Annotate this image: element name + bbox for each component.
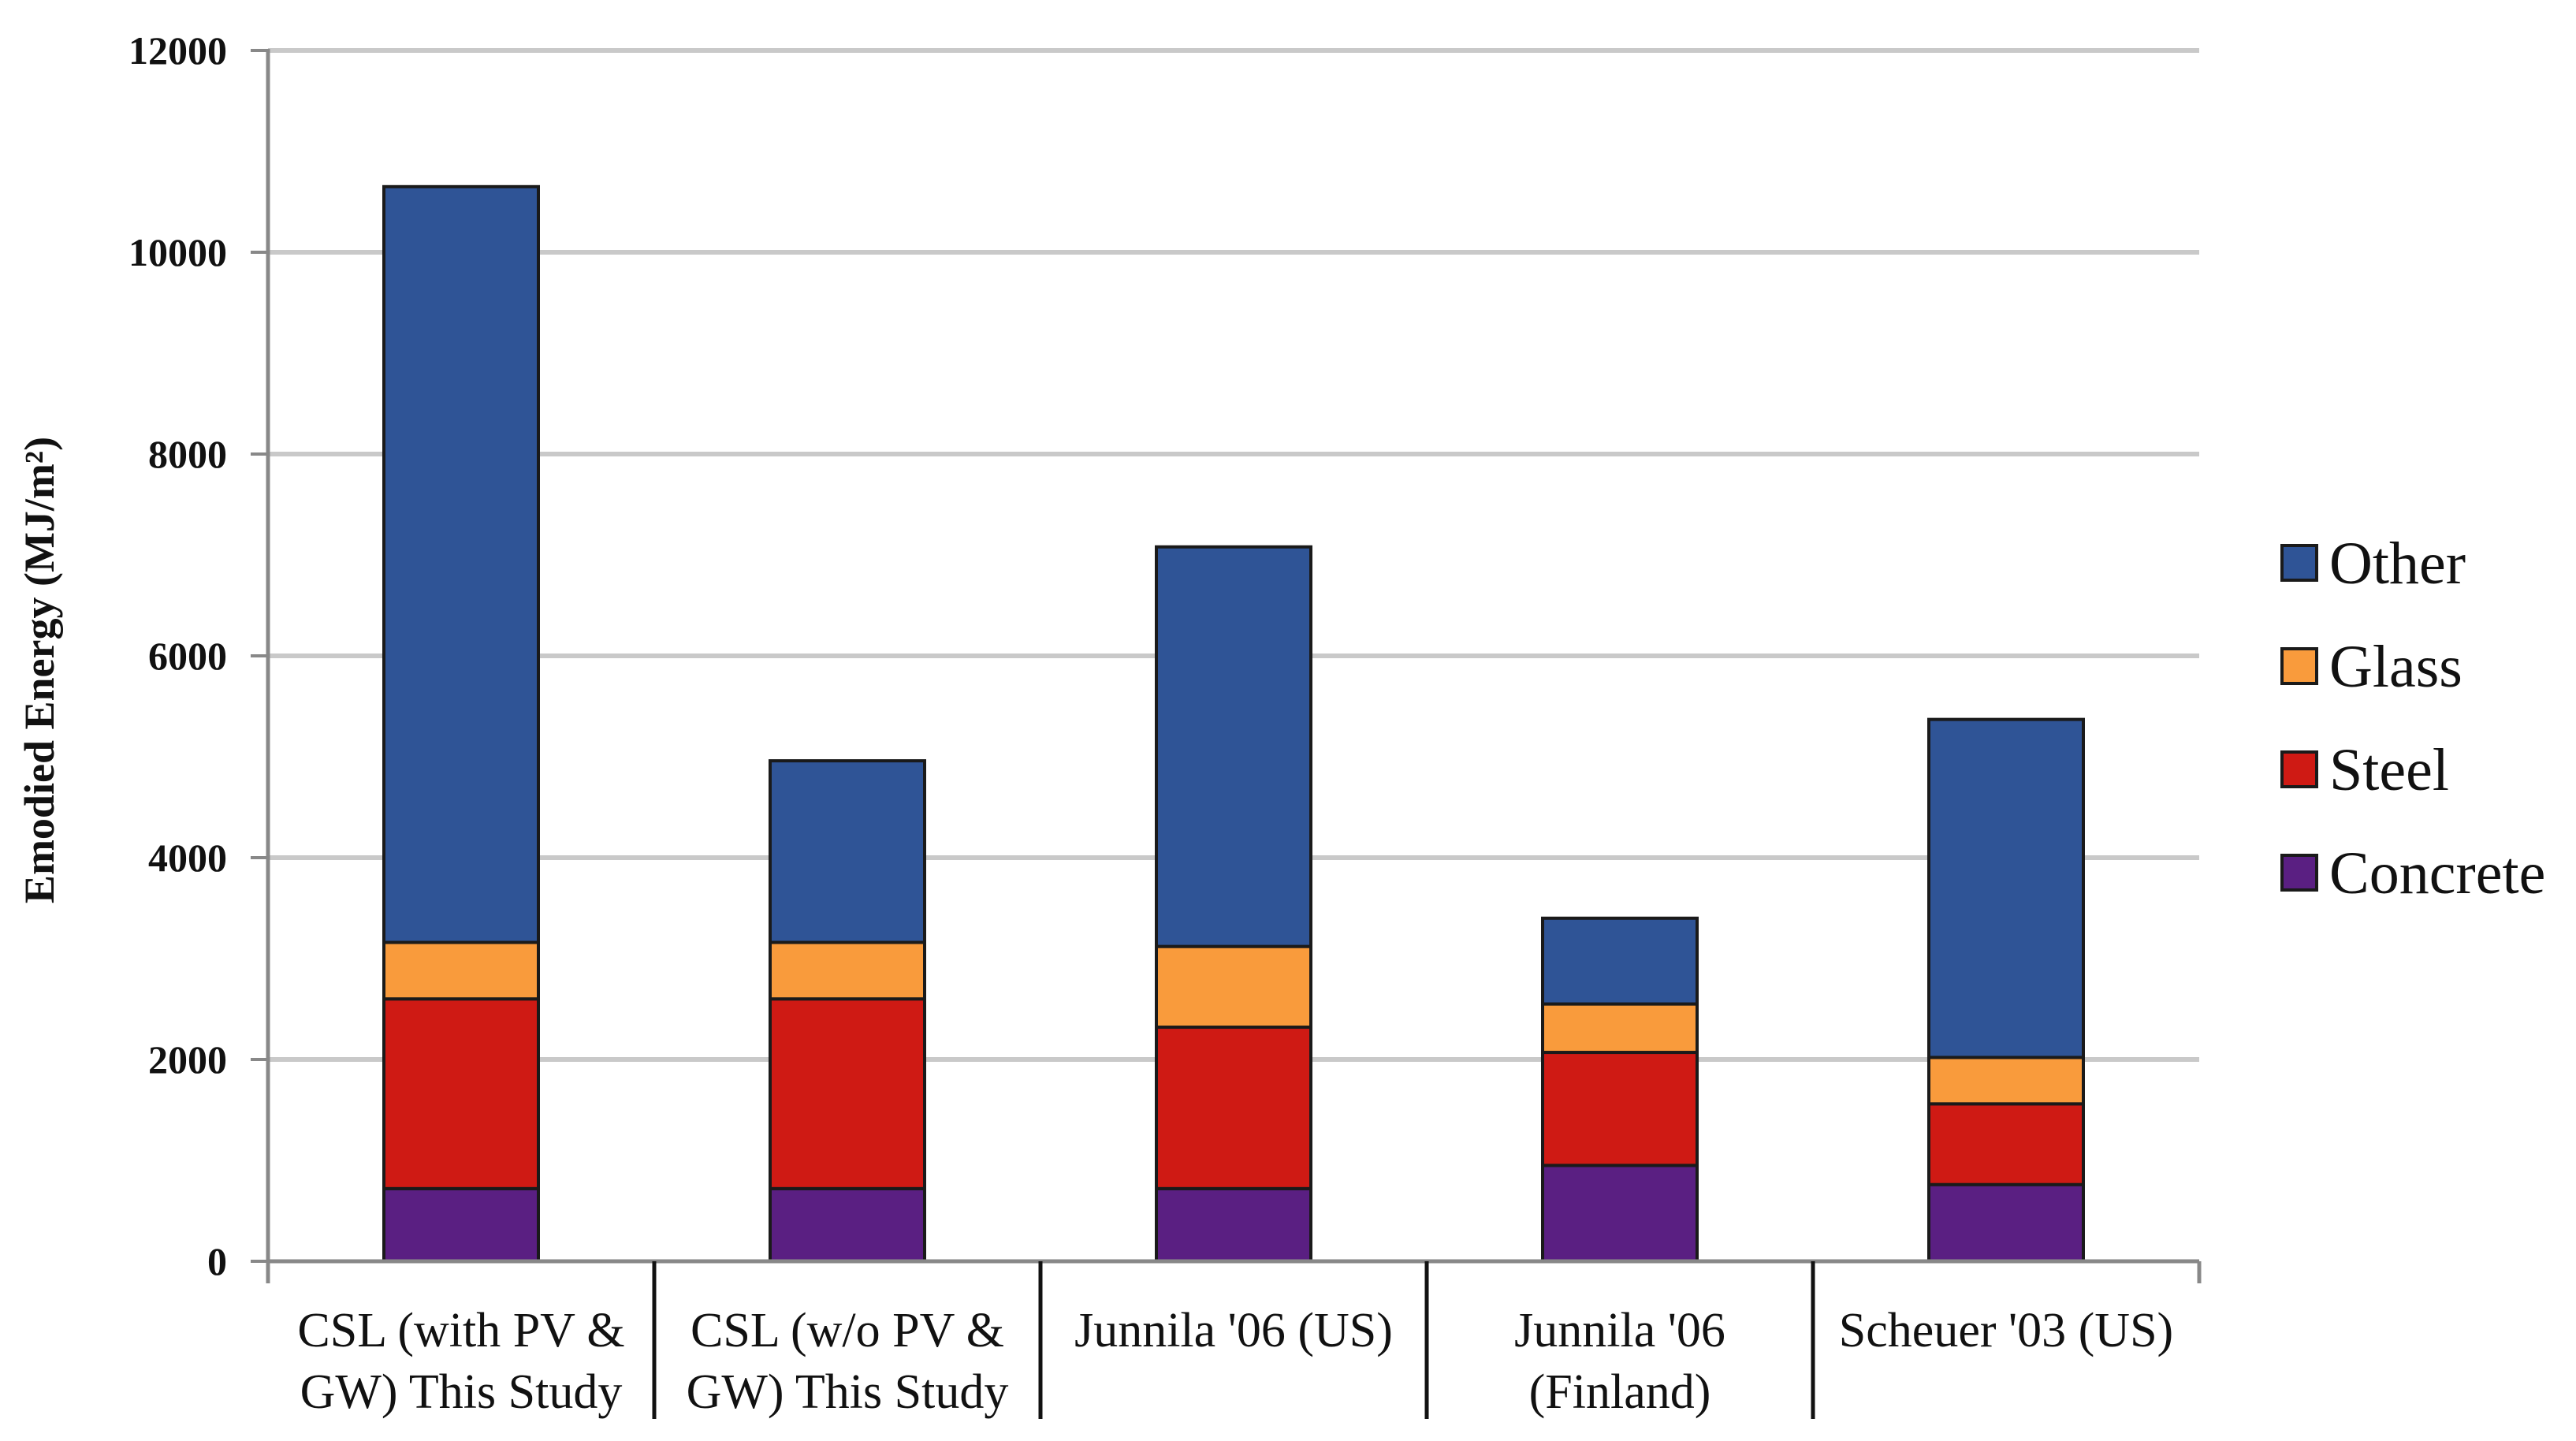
bar-segment-steel [1927,1102,2085,1186]
legend: Other Glass Steel Concrete [2280,531,2545,907]
bar-segment-steel [1155,1026,1312,1190]
bar-segment-concrete [1155,1186,1312,1263]
x-category-labels: CSL (with PV & GW) This Study CSL (w/o PV … [297,1304,2173,1419]
y-tick-label: 8000 [148,432,227,476]
x-category-label: GW) This Study [687,1365,1009,1419]
y-tick-label: 0 [207,1239,227,1283]
bar-segment-concrete [769,1186,926,1263]
x-category-label: GW) This Study [300,1365,623,1419]
x-category-label: Junnila '06 (US) [1074,1304,1393,1357]
bar-segment-other [1541,916,1699,1006]
legend-swatch-steel [2280,750,2318,788]
x-category-label: Junnila '06 [1514,1304,1725,1357]
bar-segment-steel [382,997,540,1190]
bar-segment-steel [769,997,926,1190]
y-axis-label: Emodied Energy (MJ/m²) [16,437,63,903]
legend-swatch-concrete [2280,854,2318,892]
axes [251,49,2202,1419]
bar-segment-concrete [382,1186,540,1263]
y-tick-label: 6000 [148,634,227,678]
x-category-label: Scheuer '03 (US) [1839,1304,2173,1357]
bar-segment-steel [1541,1051,1699,1167]
bar-segment-other [1927,717,2085,1059]
y-tick-label: 12000 [128,28,227,73]
legend-label-concrete: Concrete [2329,840,2545,907]
legend-swatch-glass [2280,647,2318,685]
y-tick-label: 4000 [148,836,227,880]
legend-label-other: Other [2329,531,2466,597]
y-tick-label: 10000 [128,230,227,274]
y-tick-labels: 0 2000 4000 6000 8000 10000 12000 [128,28,227,1283]
y-tick-label: 2000 [148,1037,227,1082]
bar-segment-other [769,759,926,944]
bars [382,184,2085,1264]
x-category-label: (Finland) [1529,1365,1711,1419]
legend-label-glass: Glass [2329,634,2462,700]
bar-segment-glass [1155,944,1312,1030]
bar-segment-concrete [1927,1182,2085,1263]
legend-label-steel: Steel [2329,737,2449,803]
x-category-label: CSL (with PV & [297,1304,624,1357]
bar-segment-concrete [1541,1164,1699,1264]
legend-swatch-other [2280,544,2318,582]
bar-segment-glass [1927,1056,2085,1106]
bar-segment-glass [382,940,540,1001]
bar-segment-glass [1541,1002,1699,1055]
bar-segment-other [1155,545,1312,948]
bar-segment-other [382,184,540,944]
x-category-label: CSL (w/o PV & [691,1304,1004,1357]
bar-segment-glass [769,940,926,1001]
